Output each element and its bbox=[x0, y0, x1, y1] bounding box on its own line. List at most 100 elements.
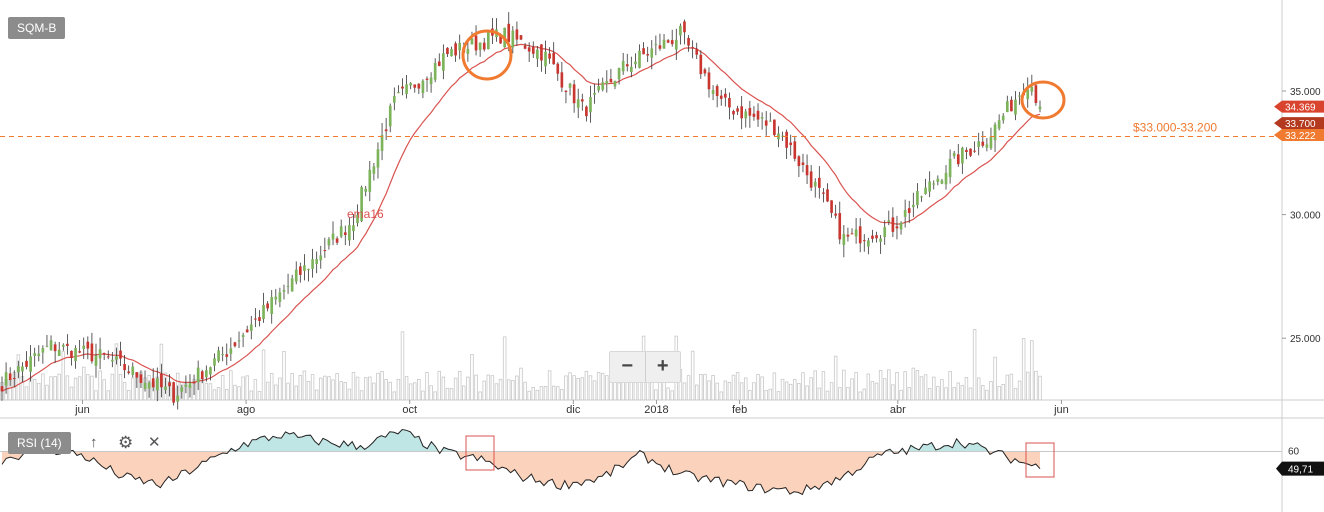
candle-body bbox=[474, 35, 478, 51]
volume-bar bbox=[878, 370, 883, 401]
candle-body bbox=[924, 187, 927, 195]
annotations: ema16 $33.000-33.200 bbox=[347, 29, 1217, 221]
candle-body bbox=[486, 32, 490, 50]
candle-body bbox=[323, 250, 327, 252]
volume-bar bbox=[788, 383, 793, 401]
rsi-fill-above bbox=[25, 429, 1003, 452]
candle-body bbox=[511, 30, 515, 48]
volume-bar bbox=[976, 377, 981, 401]
arrow-up-icon[interactable]: ↑ bbox=[90, 434, 98, 451]
candle-body bbox=[589, 97, 592, 113]
ema-label: ema16 bbox=[347, 207, 384, 221]
volume-bar bbox=[372, 382, 376, 401]
volume-bar bbox=[208, 383, 213, 401]
candle-body bbox=[184, 384, 188, 387]
rsi-line bbox=[1, 428, 1041, 496]
candle-body bbox=[560, 72, 564, 88]
candle-body bbox=[593, 92, 596, 95]
rsi-badge[interactable]: RSI (14) bbox=[8, 432, 71, 454]
volume-bar bbox=[90, 375, 94, 401]
volume-bar bbox=[776, 391, 781, 401]
volume-bar bbox=[392, 391, 397, 401]
candle-body bbox=[801, 162, 805, 165]
volume-bar bbox=[131, 377, 135, 401]
candle-body bbox=[458, 42, 462, 51]
price-tag-text-support: 33.222 bbox=[1285, 131, 1316, 142]
candle-body bbox=[417, 83, 421, 89]
volume-bar bbox=[862, 388, 867, 401]
volume-bar bbox=[380, 370, 384, 401]
candle-body bbox=[442, 53, 445, 71]
gear-icon[interactable]: ⚙ bbox=[118, 433, 134, 452]
candle-body bbox=[466, 48, 470, 54]
candle-body bbox=[1030, 86, 1034, 92]
candle-body bbox=[221, 354, 225, 356]
zoom-in-button[interactable]: + bbox=[656, 355, 669, 377]
candle-body bbox=[895, 226, 899, 229]
volume-bar bbox=[960, 384, 965, 401]
volume-bar bbox=[388, 381, 392, 401]
volume-bar bbox=[748, 390, 752, 401]
volume-bar bbox=[968, 387, 973, 401]
volume-bar bbox=[114, 343, 119, 401]
volume-bar bbox=[842, 369, 846, 401]
candle-body bbox=[932, 183, 936, 185]
volume-bar bbox=[122, 382, 127, 401]
candle-body bbox=[0, 386, 4, 392]
volume-bar bbox=[944, 387, 948, 401]
candle-body bbox=[143, 382, 147, 390]
volume-bar bbox=[543, 385, 548, 401]
candle-body bbox=[429, 77, 433, 85]
candle-body bbox=[817, 177, 821, 188]
candle-body bbox=[303, 265, 306, 271]
candle-body bbox=[213, 358, 216, 366]
candle-body bbox=[613, 80, 617, 87]
candle-body bbox=[327, 239, 331, 246]
y-axis: 25.000 30.000 35.000 bbox=[1282, 87, 1321, 345]
volume-bar bbox=[421, 390, 425, 401]
rsi-fill-below bbox=[2, 451, 1040, 495]
volume-bar bbox=[932, 376, 936, 401]
candle-body bbox=[245, 329, 249, 333]
volume-bar bbox=[560, 389, 564, 401]
candle-body bbox=[605, 80, 609, 84]
zoom-out-button[interactable]: − bbox=[610, 352, 646, 382]
volume-bar bbox=[437, 370, 441, 401]
candle-body bbox=[233, 342, 237, 347]
volume-bar bbox=[269, 373, 274, 401]
candle-body bbox=[997, 120, 1001, 129]
candle-body bbox=[793, 141, 797, 159]
rsi-last-tag bbox=[1276, 461, 1324, 476]
candle-body bbox=[736, 108, 739, 112]
candle-body bbox=[572, 84, 576, 104]
candle-body bbox=[29, 356, 32, 372]
volume-bar bbox=[82, 366, 86, 401]
candle-body bbox=[679, 25, 682, 36]
candle-body bbox=[1005, 101, 1009, 112]
volume-bar bbox=[768, 388, 773, 401]
candle-body bbox=[200, 371, 204, 380]
volume-bar bbox=[253, 379, 258, 401]
candle-body bbox=[446, 47, 449, 55]
candle-body bbox=[478, 42, 482, 50]
candle-body bbox=[576, 99, 580, 108]
volume-bar bbox=[159, 343, 164, 401]
candle-body bbox=[969, 148, 972, 156]
close-icon[interactable]: ✕ bbox=[148, 434, 161, 451]
candle-body bbox=[348, 225, 351, 241]
candle-body bbox=[119, 350, 122, 359]
candle-body bbox=[724, 93, 727, 98]
candle-body bbox=[274, 296, 278, 300]
candle-body bbox=[956, 154, 960, 165]
volume-bar bbox=[343, 382, 348, 401]
volume-bar bbox=[940, 379, 944, 401]
volume-bar bbox=[462, 385, 466, 401]
candle-body bbox=[961, 147, 964, 164]
candle-body bbox=[307, 269, 310, 271]
volume-bar bbox=[470, 354, 474, 401]
volume-bar bbox=[478, 391, 482, 401]
candle-body bbox=[94, 355, 98, 366]
candle-body bbox=[625, 64, 629, 67]
volume-bar bbox=[891, 384, 895, 401]
candle-body bbox=[205, 370, 208, 378]
